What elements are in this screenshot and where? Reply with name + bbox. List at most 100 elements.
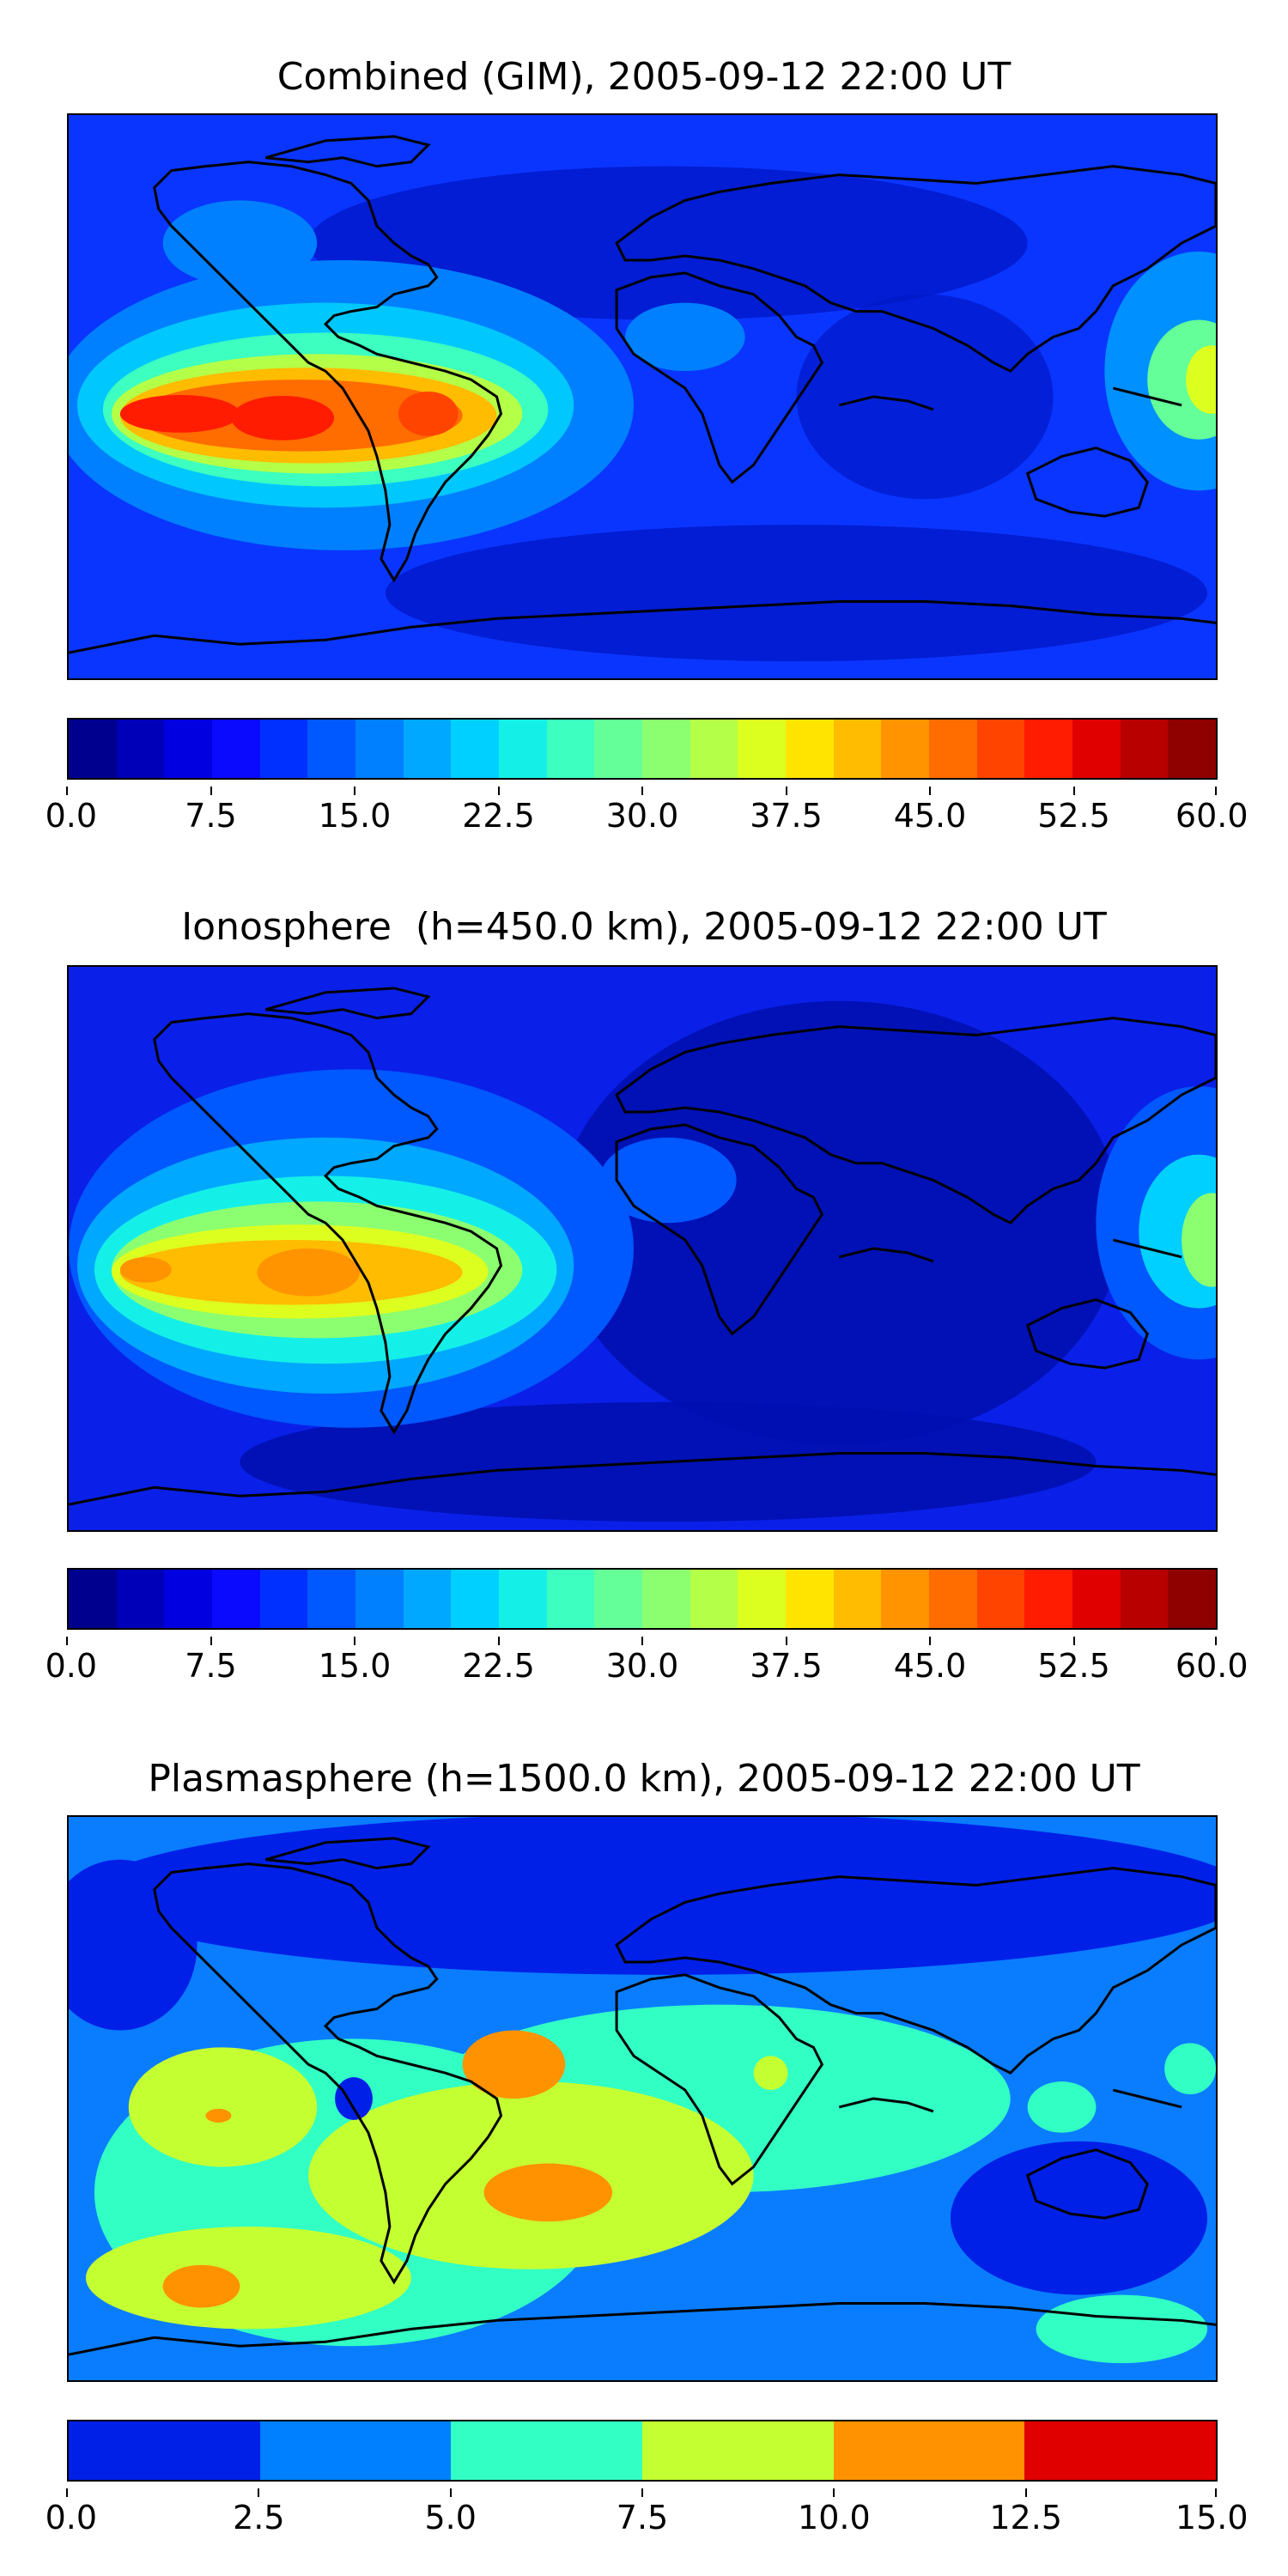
colorbar-tick-label: 52.5 (1037, 1647, 1110, 1685)
colorbar-cell (212, 1570, 260, 1628)
colorbar-tick-mark (641, 787, 643, 795)
colorbar-tick-label: 5.0 (424, 2499, 477, 2537)
colorbar-tick-label: 7.5 (616, 2499, 669, 2537)
colorbar-ticks-plasmasphere: 0.0 2.5 5.0 7.5 10.0 12.5 15.0 (46, 2488, 1249, 2540)
colorbar-cell (307, 720, 356, 778)
colorbar-combined (67, 718, 1218, 780)
colorbar-tick-label: 7.5 (185, 797, 237, 835)
colorbar-tick-label: 37.5 (750, 797, 823, 835)
colorbar-cell (116, 1570, 165, 1628)
colorbar-cell (355, 720, 404, 778)
map-plasmasphere (67, 1815, 1218, 2382)
colorbar-tick-label: 15.0 (1175, 2499, 1249, 2537)
colorbar-tick-mark (354, 1637, 355, 1645)
colorbar-cell (690, 1570, 738, 1628)
colorbar-tick-mark (258, 2488, 260, 2497)
colorbar-cell (594, 1570, 643, 1628)
colorbar-cell (594, 720, 643, 778)
colorbar-tick-mark (497, 787, 500, 795)
colorbar-cell (642, 720, 690, 778)
colorbar-tick-mark (1215, 787, 1217, 795)
colorbar-tick-label: 0.0 (45, 2499, 98, 2537)
colorbar-cell (1072, 1570, 1121, 1628)
colorbar-tick-mark (210, 1637, 212, 1645)
colorbar-cell (1024, 2421, 1216, 2480)
panel-title-ionosphere: Ionosphere (h=450.0 km), 2005-09-12 22:0… (181, 905, 1107, 949)
colorbar-tick-mark (1072, 1637, 1075, 1645)
panel-title-plasmasphere: Plasmasphere (h=1500.0 km), 2005-09-12 2… (148, 1757, 1140, 1801)
colorbar-tick-mark (785, 1637, 787, 1645)
colorbar-cell (546, 1570, 595, 1628)
colorbar-cell (403, 720, 452, 778)
colorbar-tick-label: 2.5 (233, 2499, 285, 2537)
colorbar-tick-label: 12.5 (989, 2499, 1062, 2537)
colorbar-cell (833, 1570, 882, 1628)
colorbar-cell (690, 720, 738, 778)
panel-title-combined: Combined (GIM), 2005-09-12 22:00 UT (276, 55, 1012, 99)
colorbar-cell (642, 1570, 690, 1628)
colorbar-tick-label: 22.5 (462, 1647, 535, 1685)
colorbar-tick-label: 45.0 (893, 797, 967, 835)
colorbar-cell (1072, 720, 1121, 778)
colorbar-tick-mark (449, 2488, 452, 2497)
colorbar-tick-label: 37.5 (750, 1647, 823, 1685)
colorbar-cell (164, 1570, 213, 1628)
colorbar-tick-label: 60.0 (1175, 1647, 1249, 1685)
colorbar-ticks-combined: 0.0 7.5 15.0 22.5 30.0 37.5 45.0 52.5 60.0 (46, 787, 1249, 838)
colorbar-cell (259, 1570, 308, 1628)
colorbar-cell (833, 720, 882, 778)
colorbar-cell (451, 2421, 643, 2480)
colorbar-tick-mark (641, 1637, 643, 1645)
colorbar-tick-mark (833, 2488, 835, 2497)
colorbar-cell (116, 720, 165, 778)
map-combined-svg (69, 115, 1216, 678)
colorbar-cell (546, 720, 595, 778)
colorbar-ticks-ionosphere: 0.0 7.5 15.0 22.5 30.0 37.5 45.0 52.5 60.0 (46, 1637, 1249, 1688)
colorbar-cell (786, 720, 834, 778)
colorbar-cell (976, 1570, 1025, 1628)
colorbar-plasmasphere (67, 2420, 1218, 2482)
colorbar-tick-mark (929, 1637, 931, 1645)
colorbar-tick-label: 22.5 (462, 797, 535, 835)
colorbar-tick-label: 0.0 (45, 797, 98, 835)
colorbar-cell (1120, 1570, 1169, 1628)
colorbar-cell (738, 1570, 787, 1628)
map-ionosphere-svg (69, 967, 1216, 1530)
colorbar-tick-mark (497, 1637, 500, 1645)
colorbar-cell (833, 2421, 1025, 2480)
colorbar-tick-mark (66, 2488, 68, 2497)
colorbar-tick-mark (210, 787, 212, 795)
colorbar-cell (164, 720, 213, 778)
colorbar-cell (786, 1570, 834, 1628)
colorbar-tick-mark (641, 2488, 643, 2497)
map-ionosphere (67, 965, 1218, 1532)
colorbar-cell (1168, 720, 1216, 778)
colorbar-cell (355, 1570, 404, 1628)
colorbar-tick-mark (66, 787, 68, 795)
colorbar-tick-label: 30.0 (605, 797, 679, 835)
colorbar-cell (212, 720, 260, 778)
colorbar-cell (451, 720, 500, 778)
colorbar-cell (881, 720, 930, 778)
colorbar-tick-mark (354, 787, 355, 795)
colorbar-tick-mark (1024, 2488, 1027, 2497)
colorbar-cell (881, 1570, 930, 1628)
colorbar-tick-mark (1215, 1637, 1217, 1645)
colorbar-ionosphere (67, 1568, 1218, 1630)
colorbar-cell (1120, 720, 1169, 778)
colorbar-cell (929, 720, 977, 778)
colorbar-tick-label: 60.0 (1175, 797, 1249, 835)
colorbar-cell (307, 1570, 356, 1628)
colorbar-tick-label: 30.0 (605, 1647, 679, 1685)
colorbar-cell (1024, 1570, 1073, 1628)
colorbar-tick-mark (1215, 2488, 1217, 2497)
colorbar-cell (929, 1570, 977, 1628)
map-plasmasphere-svg (69, 1817, 1216, 2380)
colorbar-cell (451, 1570, 500, 1628)
colorbar-tick-mark (785, 787, 787, 795)
colorbar-tick-mark (66, 1637, 68, 1645)
colorbar-tick-label: 15.0 (318, 1647, 392, 1685)
colorbar-cell (499, 720, 547, 778)
colorbar-cell (499, 1570, 547, 1628)
colorbar-tick-label: 7.5 (185, 1647, 237, 1685)
